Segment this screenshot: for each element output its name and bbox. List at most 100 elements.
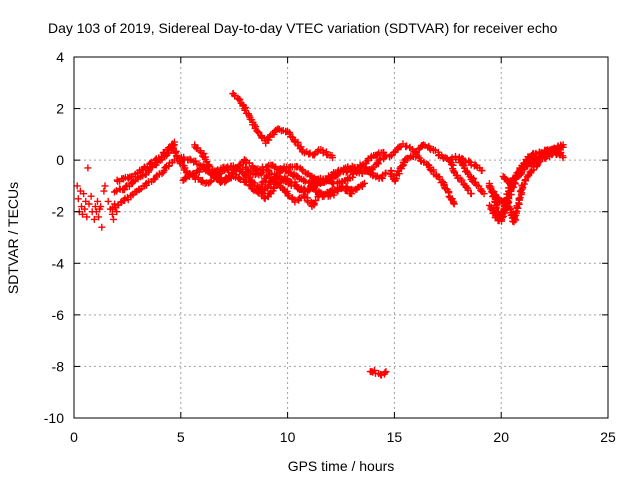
x-tick-label: 5 [177, 429, 185, 445]
data-point [321, 175, 329, 183]
y-tick-label: -4 [52, 255, 65, 271]
y-axis-label: SDTVAR / TECUs [5, 182, 21, 294]
data-point [206, 178, 214, 186]
data-point [97, 203, 105, 211]
y-tick-label: 4 [56, 49, 64, 65]
data-point [449, 199, 457, 207]
data-point [113, 208, 121, 216]
data-point [95, 213, 103, 221]
data-point [186, 155, 194, 163]
data-point [298, 166, 306, 174]
data-point [98, 223, 106, 231]
data-point [420, 141, 428, 149]
series-outlier-cluster [366, 367, 390, 379]
data-point [87, 192, 95, 200]
data-point [382, 368, 390, 376]
y-tick-label: -2 [52, 204, 65, 220]
series-cluster-15-low [387, 150, 458, 208]
data-point [312, 196, 320, 204]
data-point [329, 154, 336, 162]
data-point [337, 185, 345, 193]
data-point [516, 194, 524, 202]
data-point [210, 171, 218, 179]
data-point [450, 200, 458, 208]
data-point [73, 182, 81, 190]
x-tick-label: 10 [280, 429, 296, 445]
data-point [301, 177, 309, 185]
data-point [477, 187, 485, 194]
y-tick-label: 2 [56, 101, 64, 117]
axis-ticks [73, 56, 609, 419]
data-point [170, 138, 178, 146]
data-point [202, 167, 210, 175]
data-point [478, 167, 486, 174]
series-cluster-17-down [446, 157, 475, 198]
data-point [300, 176, 308, 184]
data-point [380, 148, 388, 156]
data-point [497, 197, 505, 205]
x-tick-label: 15 [387, 429, 403, 445]
series-rise-upper [113, 138, 178, 185]
data-point [467, 190, 475, 198]
data-point [515, 195, 523, 203]
x-tick-label: 0 [70, 429, 78, 445]
data-point [278, 165, 285, 173]
y-tick-label: 0 [56, 152, 64, 168]
series-high-arc [229, 89, 336, 162]
data-point [559, 154, 567, 162]
data-point [236, 96, 244, 104]
chart-title: Day 103 of 2019, Sidereal Day-to-day VTE… [48, 20, 558, 36]
data-point [377, 371, 385, 379]
data-point [101, 182, 109, 190]
series-cluster-17-down-b [455, 153, 488, 198]
data-point [79, 210, 86, 218]
x-tick-label: 25 [600, 429, 616, 445]
data-point [74, 195, 82, 203]
x-tick-labels: 0 5 10 15 20 25 [70, 429, 616, 445]
data-point [559, 141, 567, 149]
data-point [333, 172, 341, 180]
data-point [110, 215, 117, 223]
data-point [84, 164, 92, 172]
data-point [382, 169, 390, 177]
data-point [263, 163, 271, 171]
data-point [182, 175, 190, 183]
data-point [85, 200, 93, 208]
data-point [319, 149, 327, 157]
x-axis-label: GPS time / hours [288, 458, 395, 474]
x-tick-label: 20 [493, 429, 509, 445]
series-tangle-d [179, 164, 368, 203]
series-late-c [488, 141, 567, 226]
series-late-d [499, 146, 567, 187]
data-point [281, 174, 288, 182]
data-point [348, 190, 356, 198]
data-point [234, 95, 242, 103]
data-point [94, 197, 101, 205]
data-point [361, 179, 368, 187]
data-point [505, 180, 513, 187]
data-point [375, 156, 383, 164]
plot-frame [73, 56, 609, 419]
y-tick-label: -10 [44, 410, 64, 426]
data-point [100, 187, 108, 195]
data-point [480, 190, 488, 198]
data-point [381, 369, 389, 377]
series-tangle-e [254, 171, 356, 210]
data-points [73, 89, 567, 379]
data-point [207, 177, 215, 185]
data-point [556, 151, 563, 159]
data-point [81, 205, 89, 213]
data-point [353, 167, 361, 175]
data-point [83, 213, 91, 221]
data-point [312, 187, 320, 194]
data-point [448, 161, 455, 168]
data-point [330, 180, 338, 188]
y-tick-label: -8 [52, 358, 65, 374]
series-rise-lower [108, 156, 178, 213]
data-point [211, 172, 219, 180]
data-point [90, 215, 98, 223]
data-point [254, 128, 262, 136]
data-point [80, 190, 88, 198]
